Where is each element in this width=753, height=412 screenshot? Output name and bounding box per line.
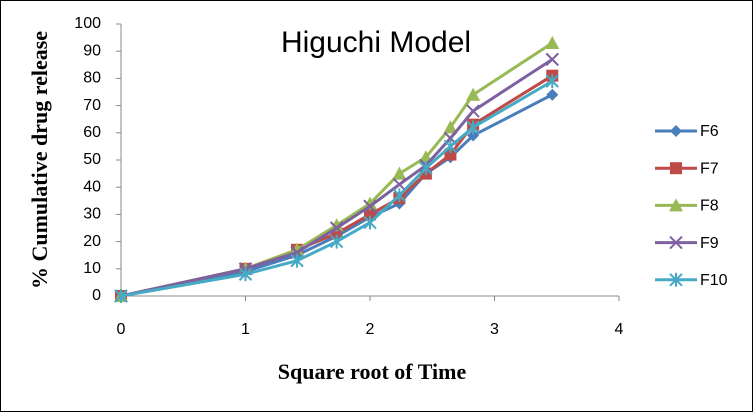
marker (392, 188, 407, 203)
marker (114, 289, 128, 303)
marker (364, 208, 376, 221)
marker (419, 161, 433, 176)
x-tick-label: 1 (241, 321, 250, 338)
x-tick-label: 3 (490, 321, 499, 338)
marker (545, 52, 559, 67)
y-tick-label: 50 (83, 151, 101, 168)
marker (392, 166, 407, 180)
legend-label: F10 (700, 272, 728, 289)
y-tick-label: 90 (83, 42, 101, 59)
legend-label: F6 (700, 123, 719, 140)
y-tick-label: 40 (83, 178, 101, 195)
legend-label: F7 (700, 160, 719, 177)
y-tick-label: 100 (74, 15, 101, 32)
legend-label: F9 (700, 235, 719, 252)
marker (466, 120, 480, 135)
marker (392, 177, 407, 192)
marker (467, 129, 480, 142)
marker (443, 120, 458, 134)
marker (669, 272, 683, 287)
marker (329, 221, 344, 235)
y-tick-label: 30 (83, 206, 101, 223)
marker (290, 253, 304, 268)
marker (443, 139, 458, 154)
legend-label: F8 (700, 198, 719, 215)
marker (545, 36, 560, 50)
marker (329, 218, 344, 232)
y-axis-label: % Cumulative drug release (27, 31, 52, 289)
marker (670, 125, 682, 137)
x-tick-label: 0 (117, 321, 126, 338)
marker (466, 87, 481, 101)
marker (669, 198, 683, 212)
x-tick-label: 2 (366, 321, 375, 338)
marker (670, 162, 682, 175)
series-line (120, 58, 554, 298)
marker (363, 215, 377, 230)
y-tick-label: 70 (83, 97, 101, 114)
x-tick-label: 4 (615, 321, 624, 338)
y-tick-label: 10 (83, 260, 101, 277)
marker (444, 148, 457, 161)
x-axis-label: Square root of Time (278, 359, 467, 384)
series-line (120, 79, 554, 298)
marker (329, 234, 344, 249)
marker (546, 88, 559, 101)
marker (238, 267, 253, 282)
marker (545, 74, 559, 89)
y-tick-label: 0 (92, 287, 101, 304)
marker (363, 196, 377, 210)
y-tick-label: 80 (83, 70, 101, 87)
marker (466, 104, 480, 118)
chart-title: Higuchi Model (281, 26, 471, 59)
y-tick-label: 60 (83, 124, 101, 141)
y-tick-label: 20 (83, 233, 101, 250)
marker (669, 235, 683, 250)
marker (363, 199, 377, 213)
